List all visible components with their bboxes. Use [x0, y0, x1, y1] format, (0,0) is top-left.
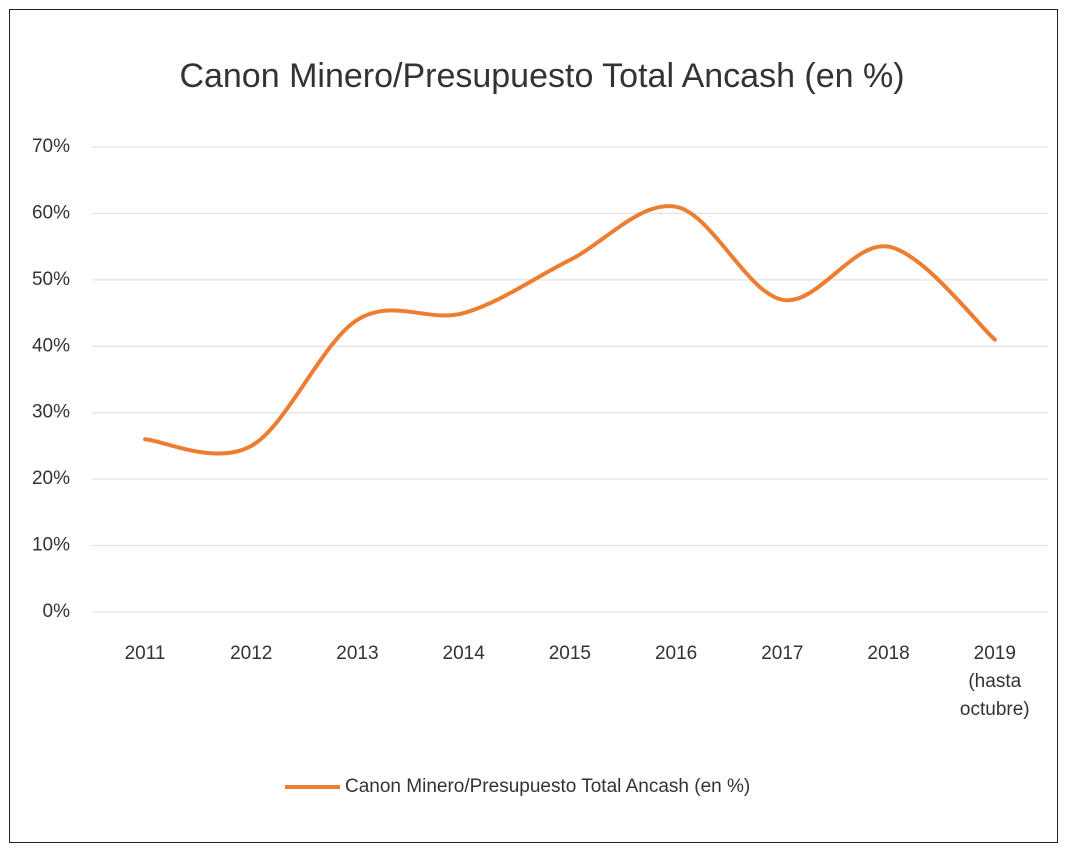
- y-tick-label: 70%: [32, 136, 70, 157]
- y-tick-label: 20%: [32, 468, 70, 489]
- x-tick-label: 2017: [761, 643, 804, 664]
- chart-title: Canon Minero/Presupuesto Total Ancash (e…: [179, 57, 904, 95]
- x-tick-label: 2018: [867, 643, 910, 664]
- chart-frame: [9, 9, 1058, 843]
- y-tick-label: 50%: [32, 269, 70, 290]
- x-tick-label: 2011: [124, 643, 166, 664]
- x-tick-label: 2015: [548, 643, 592, 664]
- y-tick-label: 0%: [43, 601, 71, 622]
- y-tick-label: 40%: [32, 335, 70, 356]
- y-tick-label: 30%: [32, 402, 70, 423]
- x-tick-label: 2019 (hasta octubre): [959, 643, 1030, 720]
- line-series: [143, 204, 997, 456]
- x-tick-label: 2012: [230, 643, 273, 664]
- x-tick-label: 2016: [654, 643, 698, 664]
- y-tick-label: 60%: [32, 202, 70, 223]
- y-tick-label: 10%: [32, 535, 70, 556]
- x-tick-label: 2013: [336, 643, 379, 664]
- legend-label: Canon Minero/Presupuesto Total Ancash (e…: [345, 776, 750, 797]
- x-tick-label: 2014: [442, 643, 485, 664]
